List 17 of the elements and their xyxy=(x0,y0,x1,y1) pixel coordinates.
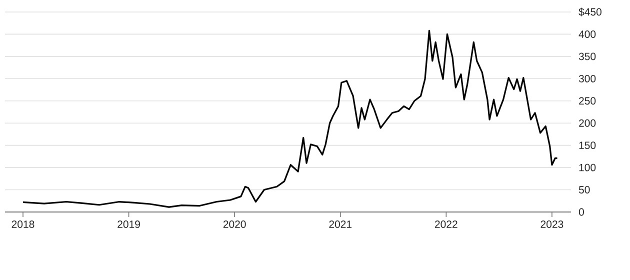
y-tick-label: 350 xyxy=(578,52,596,60)
y-tick-label: 300 xyxy=(578,74,596,82)
x-tick-label: 2020 xyxy=(223,220,246,228)
y-tick-label: 150 xyxy=(579,142,596,150)
x-tick-label: 2018 xyxy=(12,220,34,228)
y-tick-label: 250 xyxy=(579,97,596,105)
line-series xyxy=(22,30,558,208)
y-tick-label: 400 xyxy=(578,30,596,38)
y-tick-label: 50 xyxy=(578,186,590,194)
x-tick-label: 2021 xyxy=(329,220,352,228)
y-tick-label: 0 xyxy=(578,208,584,216)
y-tick-label: $450 xyxy=(578,8,602,16)
y-tick-label: 100 xyxy=(579,164,596,172)
y-tick-label: 200 xyxy=(579,119,596,127)
x-tick-label: 2019 xyxy=(118,220,140,228)
x-tick-label: 2022 xyxy=(435,220,458,228)
x-tick-label: 2023 xyxy=(540,220,564,228)
